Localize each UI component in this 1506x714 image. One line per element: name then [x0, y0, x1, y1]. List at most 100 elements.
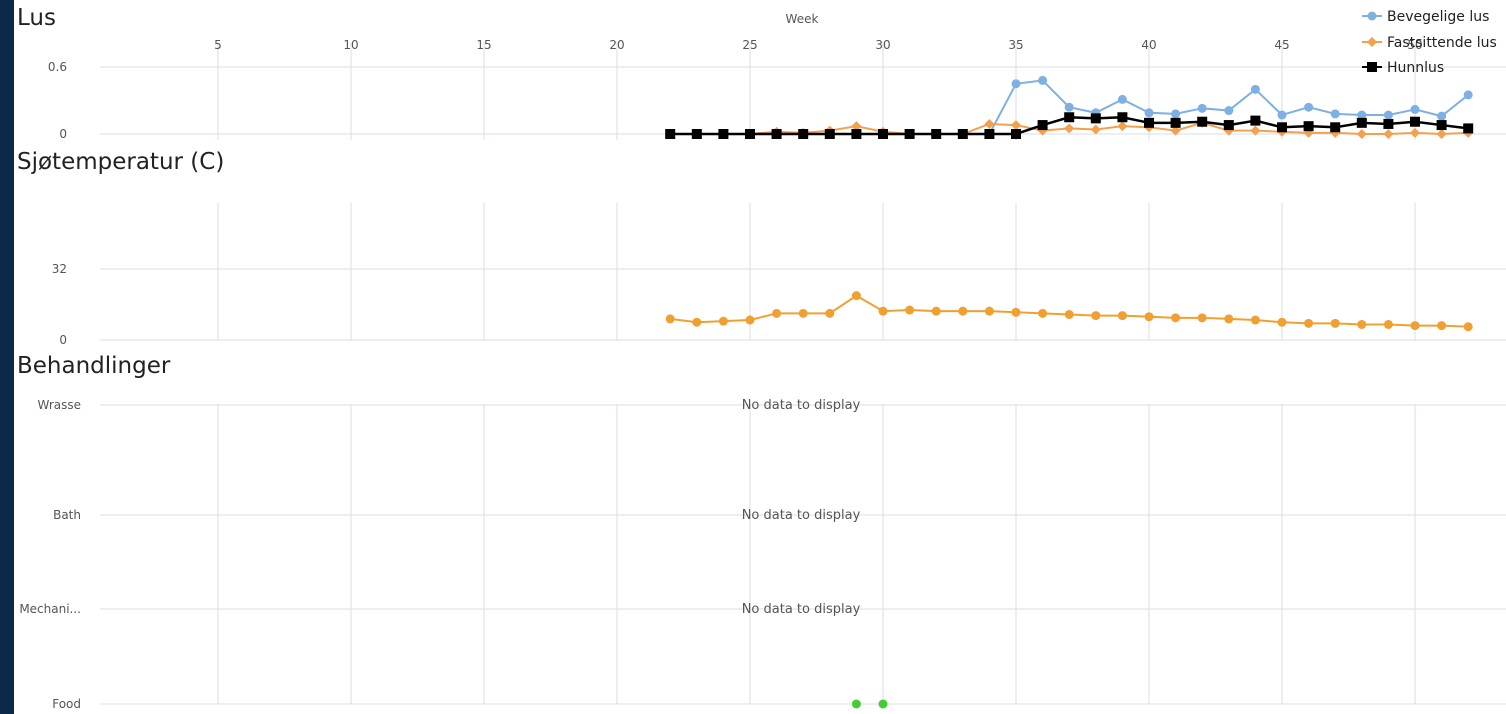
lus-data-point: [1144, 117, 1154, 128]
lus-data-point: [1383, 118, 1394, 129]
legend-item-label: Hunnlus: [1387, 60, 1444, 76]
temperature-data-point: [984, 306, 994, 316]
lus-data-point: [1037, 120, 1048, 131]
temperature-data-point: [1330, 318, 1340, 328]
temperature-data-point: [1250, 315, 1260, 325]
lus-data-point: [1090, 124, 1101, 135]
lus-data-point: [665, 129, 676, 139]
no-data-message: No data to display: [742, 508, 861, 523]
temperature-data-point: [878, 306, 888, 316]
lus-data-point: [1064, 123, 1075, 134]
temperature-data-point: [1224, 314, 1234, 324]
temperature-data-point: [718, 316, 728, 326]
lus-data-point: [691, 129, 702, 139]
temperature-data-point: [1144, 312, 1154, 322]
lus-data-point: [1383, 110, 1393, 120]
temperature-data-point: [1011, 307, 1021, 317]
legend-item-label: Fastsittende lus: [1387, 35, 1497, 51]
legend[interactable]: Bevegelige lus Fastsittende lus Hunnlus: [1362, 9, 1497, 76]
lus-data-point: [984, 118, 995, 129]
y-tick-label: 0: [59, 333, 67, 347]
lus-data-point: [771, 129, 782, 139]
treatment-category-label: Food: [52, 697, 81, 711]
series-layer: [665, 75, 1474, 709]
behandlinger-title: Behandlinger: [17, 353, 171, 379]
temperature-data-point: [1410, 321, 1420, 331]
lus-data-point: [1250, 125, 1261, 136]
lus-data-point: [1277, 122, 1287, 133]
lus-data-point: [1197, 103, 1207, 113]
temperature-data-point: [931, 306, 941, 316]
lus-data-point: [904, 129, 915, 139]
lus-data-point: [851, 129, 862, 139]
lus-data-point: [798, 129, 809, 139]
treatment-category-label: Wrasse: [38, 398, 82, 412]
temperature-data-point: [1304, 318, 1314, 328]
temperature-data-point: [772, 308, 782, 318]
legend-item-label: Bevegelige lus: [1387, 9, 1489, 25]
y-tick-label: 32: [52, 262, 67, 276]
legend-marker: [1367, 62, 1377, 72]
temperature-data-point: [745, 315, 755, 325]
lus-data-point: [1144, 108, 1154, 118]
lus-data-point: [1357, 110, 1367, 120]
food-treatment-point: [851, 699, 861, 709]
lus-data-point: [1197, 116, 1208, 127]
lus-data-point: [1037, 125, 1048, 136]
lus-data-point: [1011, 79, 1021, 89]
temperature-data-point: [1197, 313, 1207, 323]
lus-data-point: [1223, 120, 1234, 131]
lus-data-point: [1117, 112, 1128, 123]
x-tick-label: 30: [875, 38, 890, 52]
no-data-messages: No data to display No data to display No d…: [742, 398, 861, 617]
temperature-y-ticks: 0 32: [52, 262, 67, 347]
lus-data-point: [1356, 117, 1367, 128]
legend-marker: [1367, 11, 1377, 21]
chart-panel: Lus Week 5 10 15 20 25 30 35 40 45 50 0 0.6 Sjøtem…: [14, 0, 1506, 714]
lus-title: Lus: [17, 5, 56, 31]
temperature-data-point: [665, 314, 675, 324]
temperature-data-point: [1277, 317, 1287, 327]
lus-data-point: [1170, 125, 1181, 136]
lus-data-point: [1011, 120, 1021, 131]
temperature-data-point: [1437, 321, 1447, 331]
lus-data-point: [1410, 104, 1420, 114]
x-tick-label: 25: [742, 38, 757, 52]
lus-data-point: [931, 129, 942, 139]
lus-data-point: [1303, 121, 1314, 132]
x-tick-label: 45: [1274, 38, 1289, 52]
no-data-message: No data to display: [742, 602, 861, 617]
x-tick-label: 20: [609, 38, 624, 52]
lus-data-point: [1437, 111, 1447, 121]
temperature-data-point: [905, 305, 915, 315]
temperature-data-point: [1117, 311, 1127, 321]
temperature-data-point: [1383, 319, 1393, 329]
lus-data-point: [1250, 115, 1261, 126]
x-tick-label: 40: [1141, 38, 1156, 52]
temperature-data-point: [1357, 319, 1367, 329]
lus-data-point: [1090, 113, 1101, 124]
lus-data-point: [1330, 122, 1341, 133]
lus-data-point: [745, 129, 755, 139]
lus-data-point: [878, 129, 888, 139]
temperature-data-point: [1171, 313, 1181, 323]
lus-data-point: [1277, 110, 1287, 120]
no-data-message: No data to display: [742, 398, 861, 413]
lus-data-point: [824, 129, 835, 139]
food-treatment-point: [878, 699, 888, 709]
lus-data-point: [1463, 123, 1474, 134]
x-axis-label: Week: [786, 12, 819, 26]
lus-data-point: [1356, 129, 1367, 139]
lus-data-point: [1117, 121, 1128, 132]
y-tick-label: 0: [59, 127, 67, 141]
treatment-labels: Wrasse Bath Mechani... Food: [19, 398, 81, 711]
lus-data-point: [1410, 116, 1420, 127]
treatment-category-label: Mechani...: [19, 602, 81, 616]
temperature-title: Sjøtemperatur (C): [17, 149, 224, 175]
x-tick-label: 15: [476, 38, 491, 52]
lus-data-point: [1463, 90, 1473, 100]
lus-data-point: [1304, 102, 1314, 112]
x-tick-label: 5: [214, 38, 222, 52]
temperature-data-point: [692, 317, 702, 327]
temperature-data-point: [1091, 311, 1101, 321]
